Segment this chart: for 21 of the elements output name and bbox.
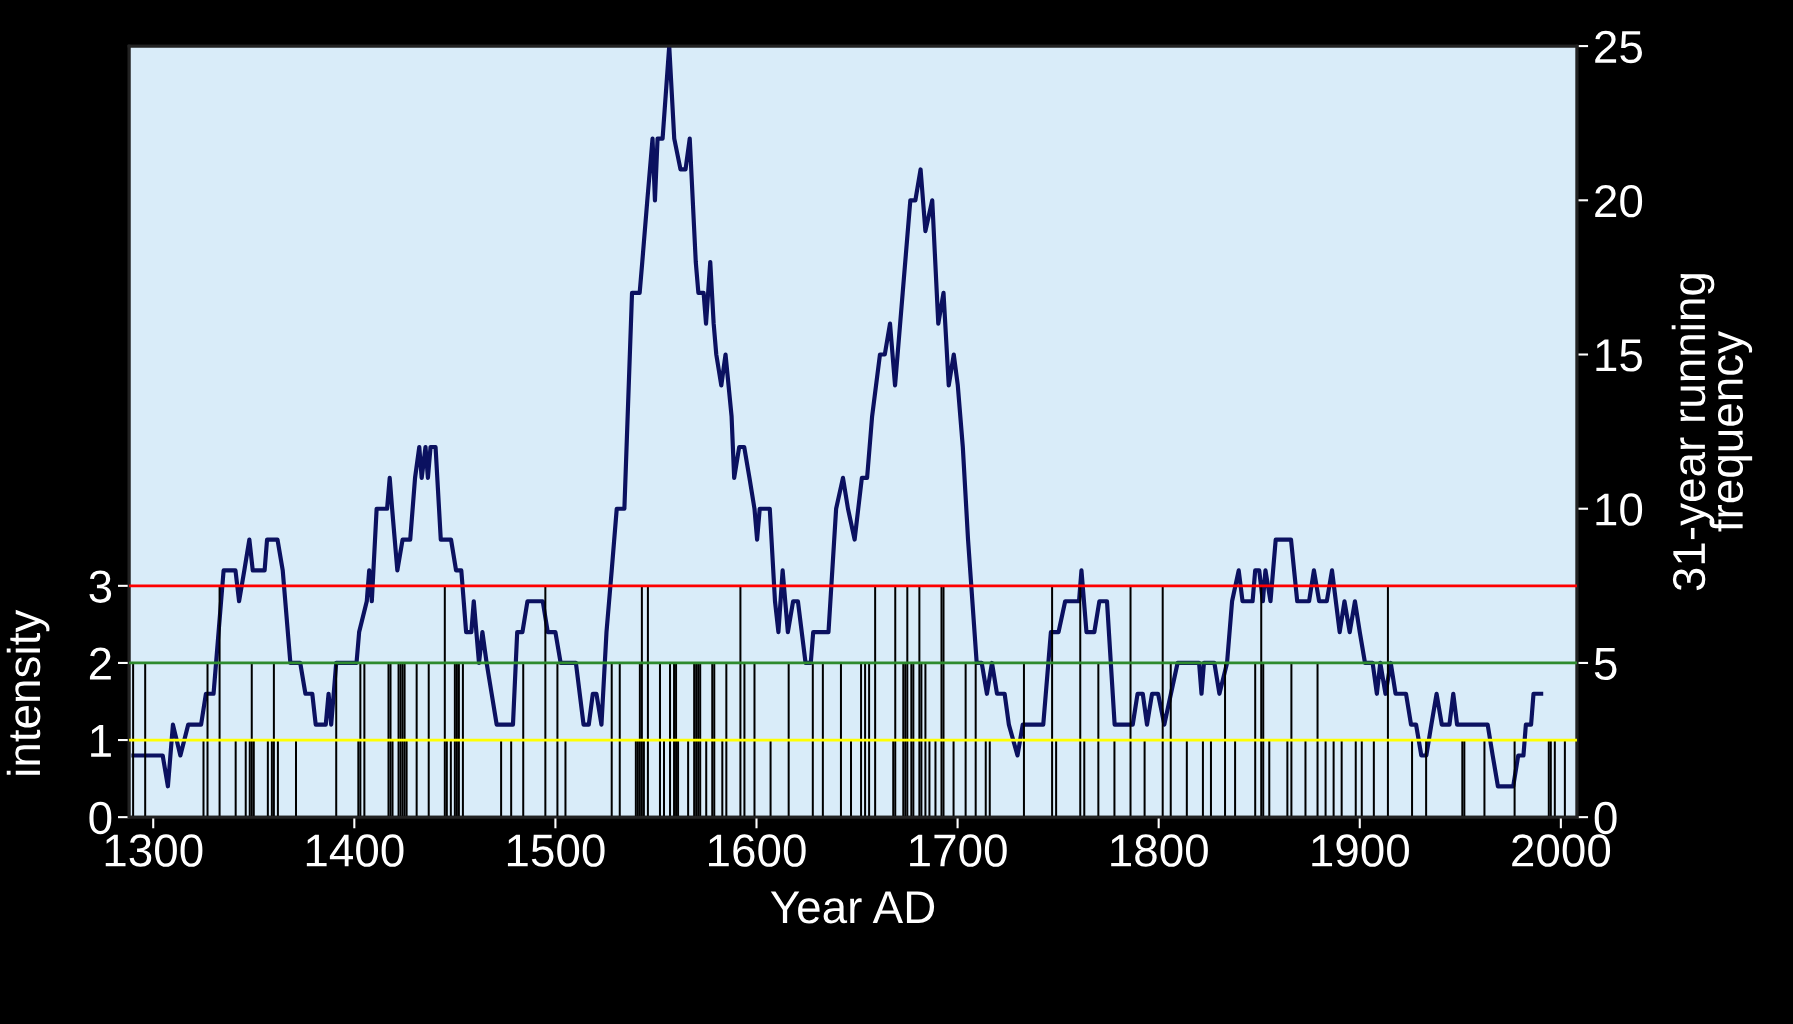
y2-tick-label: 0 <box>1594 801 1617 835</box>
y-tick-label: 0 <box>89 801 112 835</box>
y2-tick-label: 15 <box>1596 339 1642 372</box>
x-tick-label: 1300 <box>105 834 203 867</box>
x-tick-label: 1600 <box>709 834 806 867</box>
x-tick-label: 1700 <box>910 834 1007 867</box>
y-axis-title: intensity <box>6 609 50 775</box>
y2-tick-label: 25 <box>1595 30 1642 64</box>
y-tick-label: 2 <box>89 647 111 680</box>
x-tick-label: 1400 <box>306 834 404 867</box>
x-tick-label: 2000 <box>1512 834 1611 867</box>
y-tick-label: 1 <box>91 725 111 757</box>
y2-tick-label: 20 <box>1595 184 1643 218</box>
y2-tick-label: 10 <box>1596 493 1643 526</box>
x-tick-label: 1800 <box>1111 834 1208 867</box>
y2-axis-title: 31-year running frequency <box>1671 274 1753 591</box>
x-axis-title: Year AD <box>770 891 935 924</box>
x-tick-label: 1900 <box>1312 834 1409 867</box>
y2-tick-label: 5 <box>1594 648 1617 680</box>
x-tick-label: 1500 <box>507 834 605 867</box>
y-tick-label: 3 <box>89 570 112 603</box>
